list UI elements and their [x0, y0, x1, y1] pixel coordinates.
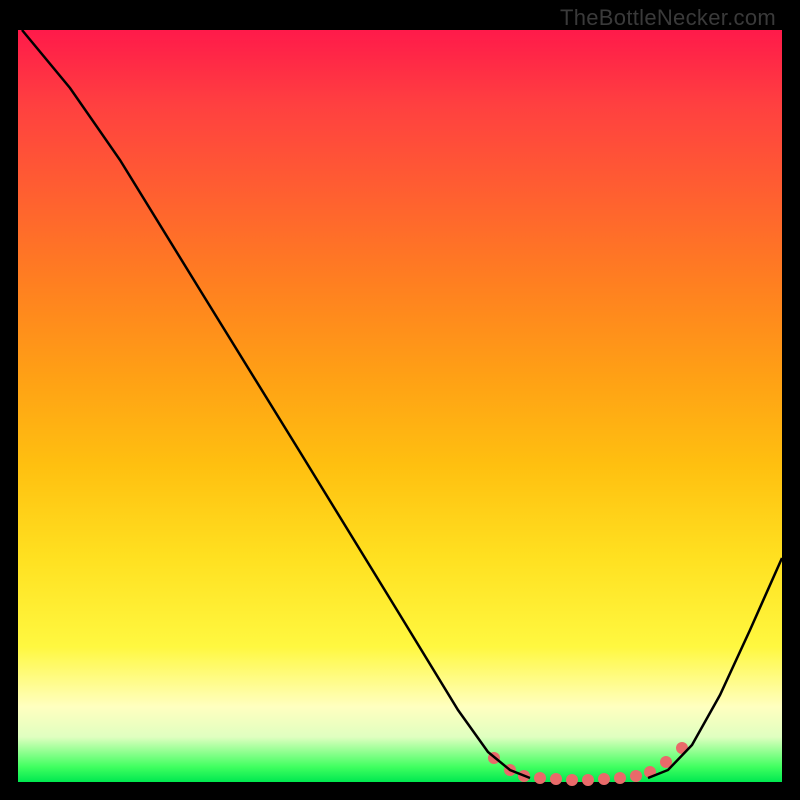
watermark-text: TheBottleNecker.com [560, 5, 776, 31]
chart-canvas: TheBottleNecker.com [0, 0, 800, 800]
plot-background [18, 30, 782, 782]
